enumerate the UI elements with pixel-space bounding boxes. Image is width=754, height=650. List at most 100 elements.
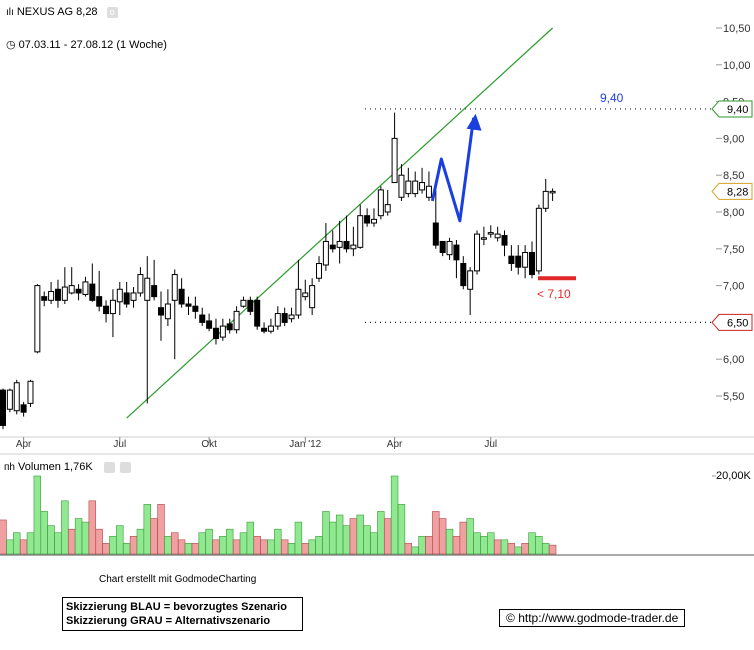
candle-body-up <box>27 380 34 404</box>
candle-body-down <box>158 307 165 316</box>
settings-icon[interactable]: o <box>106 7 118 18</box>
candle <box>34 284 41 354</box>
volume-bar-up <box>47 525 55 555</box>
candle-body-down <box>501 235 508 246</box>
candle <box>419 167 426 194</box>
volume-bar-down <box>521 543 529 555</box>
volume-bar-up <box>322 511 330 555</box>
level-tag-shape <box>711 313 753 331</box>
volume-bar-up <box>473 532 481 555</box>
candlestick-icon: ılı <box>6 7 14 18</box>
volume-bar-down <box>507 543 516 555</box>
y-tick-label: 8,00 <box>723 207 744 219</box>
candle-body-up <box>474 233 481 272</box>
candle-body-up <box>480 237 487 240</box>
candle-body-up <box>370 218 377 224</box>
volume-bar-down <box>349 518 358 555</box>
volume-panel <box>0 475 754 556</box>
candle-body-up <box>34 285 41 353</box>
candle <box>370 208 377 227</box>
y-tick-label: 7,00 <box>723 281 744 293</box>
y-tick-label: 7,50 <box>723 244 744 256</box>
volume-bar-down <box>493 539 502 555</box>
candle <box>336 220 343 264</box>
volume-bar-up <box>418 535 426 555</box>
volume-bar-up <box>370 532 378 555</box>
candle <box>116 281 123 316</box>
volume-close-icon[interactable] <box>119 461 131 473</box>
candle-body-up <box>240 299 247 307</box>
candle-body-up <box>391 137 398 184</box>
x-tick-label: Jul <box>113 439 126 450</box>
candle <box>54 279 61 308</box>
candle <box>199 307 206 327</box>
candle <box>151 259 158 301</box>
candle <box>103 300 110 323</box>
candle <box>501 230 508 257</box>
candle-body-down <box>185 303 192 307</box>
candle-body-up <box>336 240 343 248</box>
candle-body-down <box>343 240 350 250</box>
volume-settings-icon[interactable] <box>103 461 115 473</box>
volume-bar-up <box>122 543 131 555</box>
candle <box>178 278 185 308</box>
y-tick-label: 8,50 <box>723 170 744 182</box>
volume-bar-up <box>267 539 275 555</box>
candle <box>295 259 302 319</box>
level-tag-label: 8,28 <box>727 186 748 198</box>
candle <box>123 281 130 308</box>
x-tick-label: Okt <box>201 439 217 450</box>
target-label: 9,40 <box>600 91 624 105</box>
volume-bar-up <box>308 539 316 555</box>
candle <box>487 225 494 238</box>
volume-icon: ᴨh <box>4 462 15 473</box>
candle <box>453 239 460 279</box>
candle-body-up <box>535 207 542 272</box>
volume-bar-down <box>129 535 138 555</box>
volume-bar-down <box>150 518 158 555</box>
volume-bar-up <box>226 528 234 555</box>
candle-body-up <box>446 240 453 256</box>
level-tag-label: 6,50 <box>727 317 748 329</box>
candle-body-down <box>206 320 213 329</box>
candle-body-up <box>164 303 171 320</box>
volume-bar-up <box>363 525 371 555</box>
candle <box>254 296 261 330</box>
candle-body-up <box>398 174 405 198</box>
volume-scale-label: 20,00K <box>716 470 751 482</box>
candle-body-up <box>316 263 323 279</box>
y-tick-label: 9,00 <box>723 133 744 145</box>
volume-bar-down <box>432 511 440 555</box>
volume-bar-up <box>205 528 213 555</box>
candle <box>316 256 323 282</box>
candle-body-up <box>322 240 329 266</box>
level-tag-6,50: 6,50 <box>711 313 753 331</box>
volume-bar-up <box>109 535 117 555</box>
candle <box>68 267 75 295</box>
candle <box>96 270 103 312</box>
level-tag-9,40: 9,40 <box>711 100 753 118</box>
candle <box>467 267 474 316</box>
candle-body-down <box>89 283 96 301</box>
volume-bar-down <box>19 539 28 555</box>
x-tick-label: Apr <box>387 439 403 450</box>
copyright-link[interactable]: © http://www.godmode-trader.de <box>499 609 686 627</box>
volume-bar-up <box>377 511 385 555</box>
volume-bar-up <box>356 514 364 555</box>
candle-body-down <box>96 296 103 307</box>
volume-bar-up <box>246 521 255 555</box>
volume-bar-up <box>239 532 248 555</box>
candle-body-up <box>309 285 316 309</box>
candle-body-up <box>302 292 309 298</box>
volume-bar-down <box>280 539 289 555</box>
candle-body-up <box>6 389 13 410</box>
volume-bar-up <box>335 514 344 555</box>
candle-body-up <box>233 310 240 331</box>
level-tag-8,28: 8,28 <box>711 182 753 200</box>
volume-bar-up <box>61 500 69 555</box>
candle <box>158 291 165 341</box>
volume-bar-up <box>13 532 21 555</box>
copyright-icon: © <box>506 611 515 625</box>
candle-body-up <box>288 314 295 320</box>
volume-bar-down <box>425 535 433 555</box>
